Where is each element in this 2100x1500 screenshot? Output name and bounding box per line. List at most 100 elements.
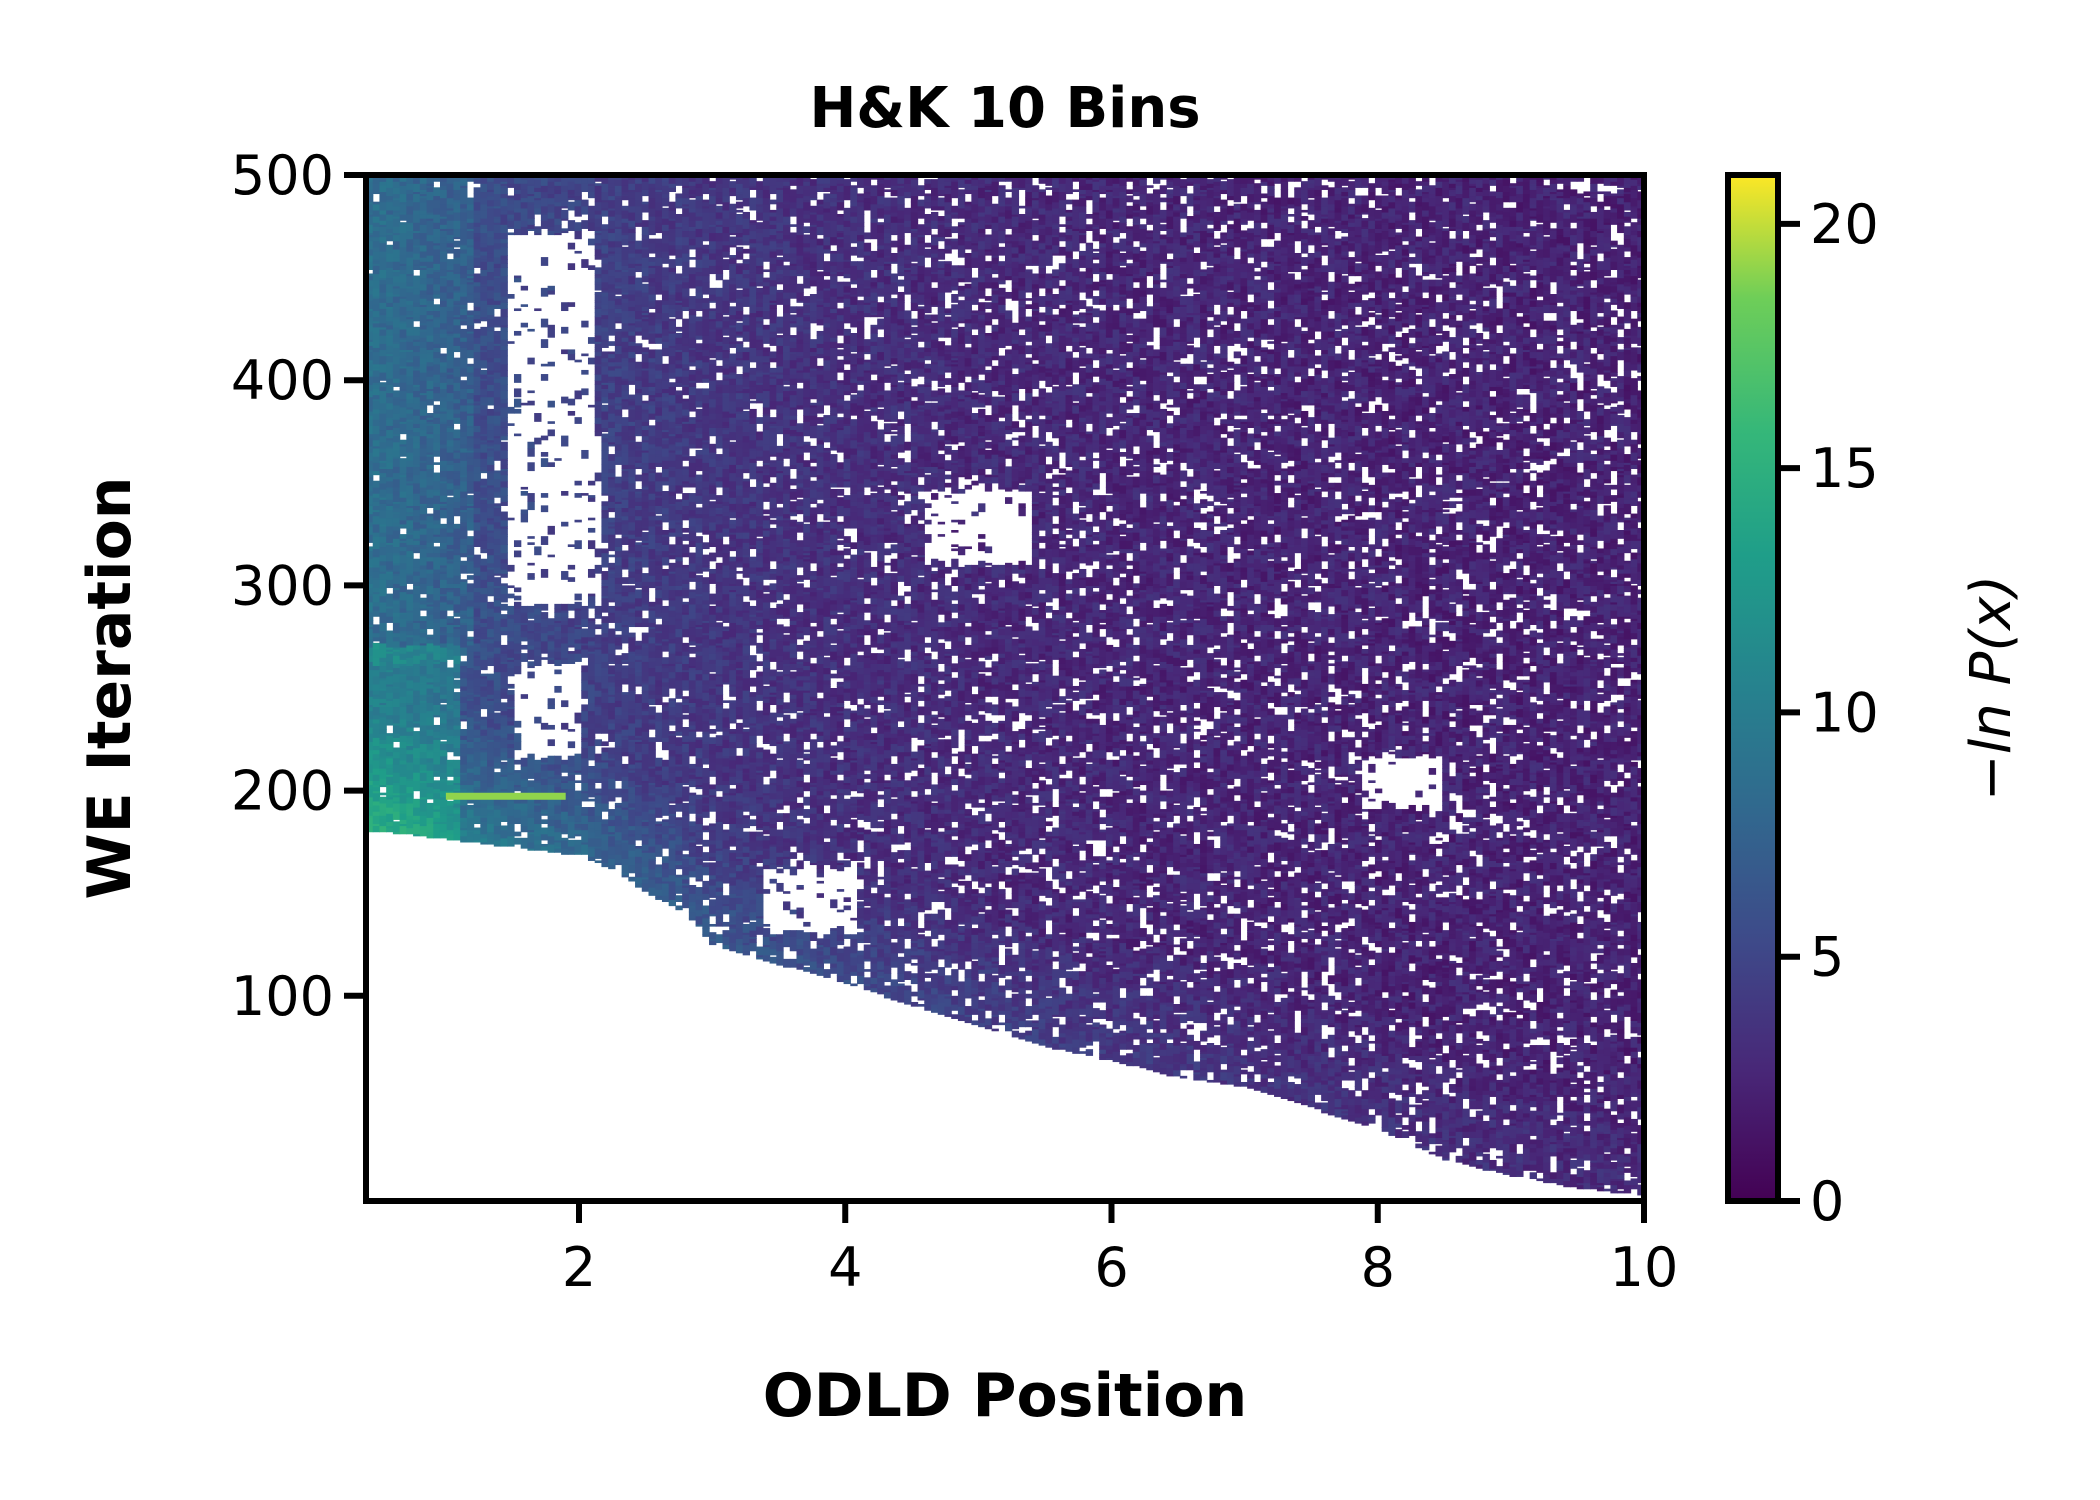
heatmap-cell [594,829,603,837]
heatmap-cell [487,507,495,517]
heatmap-cell [413,402,421,410]
heatmap-cell [419,183,428,190]
heatmap-cell [392,275,401,283]
heatmap-cell [386,187,394,197]
heatmap-cell [419,296,428,299]
heatmap-cell [621,417,629,426]
heatmap-cell [366,505,374,515]
heatmap-cell [614,232,623,242]
heatmap-cell [621,747,629,753]
heatmap-cell [527,218,535,225]
heatmap-cell [480,782,488,792]
heatmap-cell [581,605,589,611]
heatmap-cell [500,712,508,716]
heatmap-cell [648,675,656,685]
heatmap-cell [386,675,394,685]
heatmap-cell [480,443,488,453]
heatmap-cell [386,579,394,584]
heatmap-cell [540,603,549,611]
heatmap-cell [453,716,461,724]
heatmap-cell [379,542,387,548]
heatmap-cell [661,491,670,500]
heatmap-cell [594,283,603,291]
heatmap-cell [500,197,508,207]
heatmap-cell [406,484,414,494]
heatmap-cell [648,683,656,691]
heatmap-cell [675,367,683,377]
heatmap-cell [406,575,414,584]
heatmap-cell [366,216,374,225]
heatmap-cell [661,460,670,470]
heatmap-cell [473,741,481,744]
heatmap-cell [386,560,394,570]
heatmap-cell [419,513,428,521]
heatmap-cell [406,749,414,755]
heatmap-cell [406,630,414,636]
heatmap-cell [406,361,414,367]
heatmap-cell [648,690,656,695]
heatmap-cell [392,655,401,664]
heatmap-cell [628,330,636,336]
heatmap-cell [635,743,643,753]
heatmap-cell [480,716,488,720]
heatmap-cell [561,326,569,334]
heatmap-cell [661,193,670,199]
heatmap-cell [527,757,535,763]
heatmap-cell [372,363,381,367]
heatmap-cell [513,796,522,804]
heatmap-cell [621,850,629,859]
heatmap-cell [386,228,394,234]
heatmap-cell [453,560,461,570]
heatmap-cell [608,250,616,254]
heatmap-cell [419,688,428,695]
heatmap-cell [433,472,441,482]
heatmap-cell [621,536,629,545]
heatmap-cell [668,698,677,701]
heatmap-cell [493,839,502,845]
heatmap-cell [608,542,616,552]
heatmap-cell [473,839,481,843]
heatmap-cell [473,685,481,693]
heatmap-cell [534,614,542,623]
heatmap-cell [406,534,414,539]
heatmap-cell [460,788,468,794]
heatmap-cell [614,220,623,227]
heatmap-cell [413,829,421,835]
heatmap-cell [621,827,629,835]
heatmap-cell [372,480,381,488]
heatmap-cell [392,392,401,398]
heatmap-cell [661,185,670,190]
heatmap-cell [473,437,481,445]
heatmap-cell [493,825,502,835]
heatmap-cell [426,831,434,839]
heatmap-cell [453,291,461,297]
heatmap-cell [460,642,468,648]
heatmap-cell [372,745,381,751]
heatmap-cell [621,218,629,223]
heatmap-cell [439,710,448,714]
heatmap-cell [392,478,401,488]
heatmap-cell [473,255,481,258]
heatmap-cell [540,618,549,621]
heatmap-cell [379,468,387,474]
heatmap-cell [594,809,603,816]
heatmap-cell [668,183,677,188]
heatmap-cell [614,271,623,279]
heatmap-cell [487,337,495,342]
heatmap-cell [439,353,448,357]
heatmap-cell [635,191,643,201]
heatmap-cell [399,663,407,667]
heatmap-cell [426,614,434,621]
heatmap-cell [648,784,656,794]
heatmap-cell [372,523,381,533]
heatmap-cell [547,659,555,664]
heatmap-cell [487,776,495,783]
heatmap-cell [628,482,636,492]
heatmap-cell [366,536,374,543]
heatmap-cell [446,228,455,231]
heatmap-cell [567,577,576,582]
heatmap-cell [466,203,475,211]
heatmap-cell [439,704,448,708]
heatmap-cell [614,634,623,638]
heatmap-cell [635,550,643,558]
